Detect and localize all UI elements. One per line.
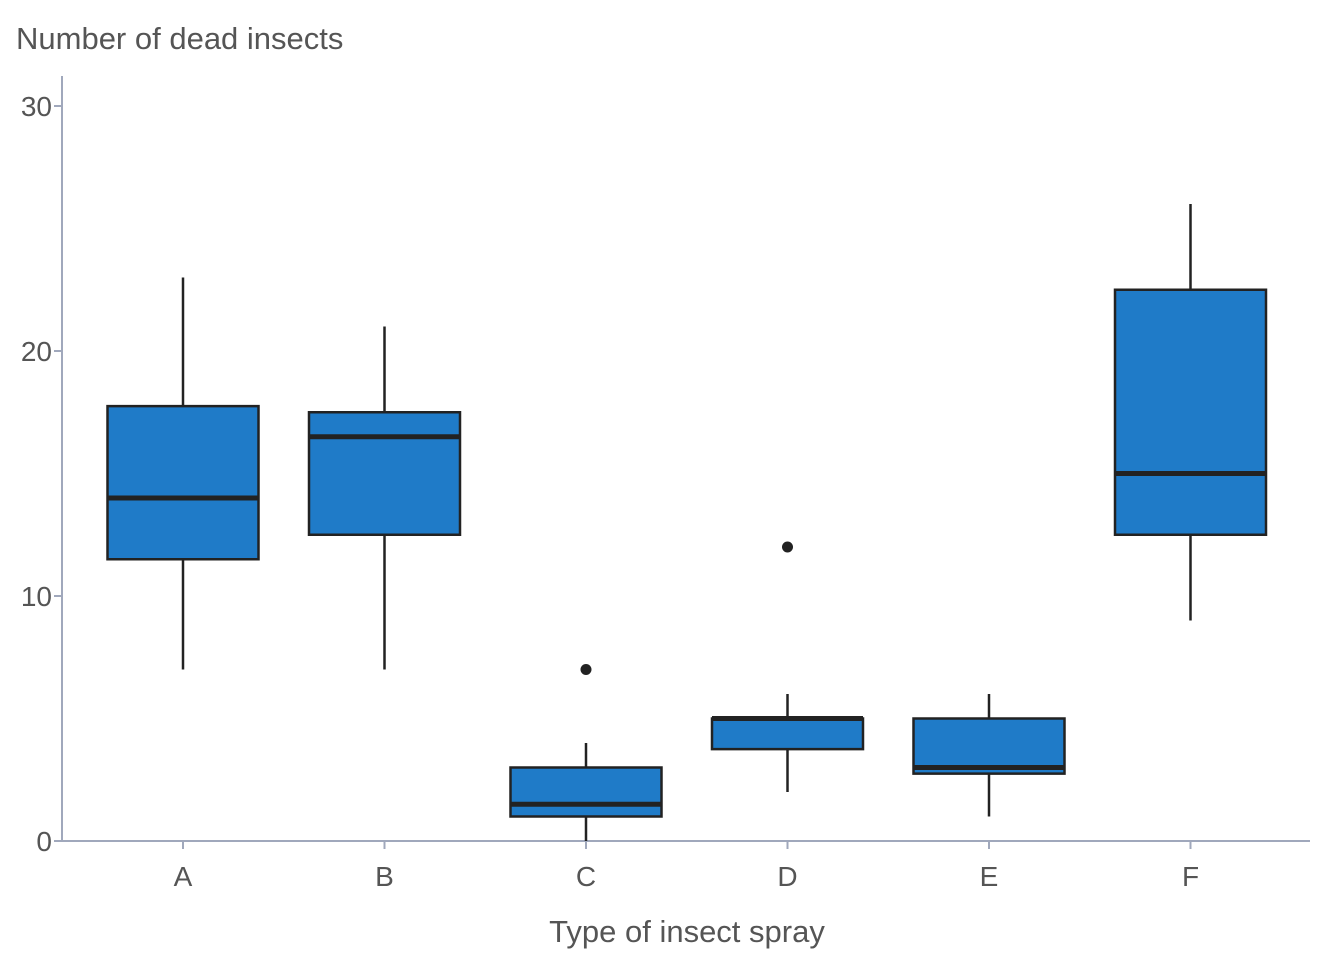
box-A: [106, 277, 260, 670]
x-tick-label: E: [980, 861, 999, 892]
outlier-point: [580, 664, 592, 675]
box-B: [307, 326, 462, 670]
x-axis-title: Type of insect spray: [549, 914, 825, 949]
iqr-box: [106, 404, 260, 561]
box-C: [509, 664, 663, 841]
outlier-point: [782, 541, 793, 553]
x-tick-label: F: [1182, 861, 1199, 892]
x-tick-label: A: [174, 861, 193, 892]
x-tick-label: C: [576, 861, 596, 892]
iqr-box: [710, 717, 865, 751]
y-tick-label: 20: [21, 336, 52, 367]
iqr-box: [509, 766, 663, 818]
x-tick-label: D: [777, 861, 797, 892]
y-tick-label: 0: [36, 826, 52, 857]
x-tick-label: B: [375, 861, 394, 892]
iqr-box: [307, 411, 462, 536]
box-E: [912, 694, 1066, 817]
y-tick-label: 10: [21, 581, 52, 612]
boxes: [106, 204, 1268, 841]
box-D: [710, 541, 865, 792]
iqr-box: [1113, 288, 1268, 536]
iqr-box: [912, 717, 1066, 775]
axes: 0 10 20 30 A B C D E F: [21, 76, 1310, 892]
y-tick-label: 30: [21, 91, 52, 122]
y-axis-title: Number of dead insects: [16, 21, 343, 56]
box-F: [1113, 204, 1268, 621]
